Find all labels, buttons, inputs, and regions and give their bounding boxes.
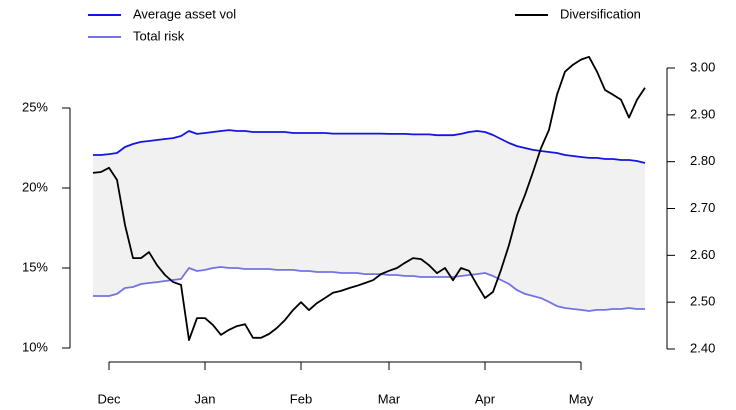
y-tick-label: 25% <box>22 99 48 114</box>
y-tick-label: 20% <box>22 179 48 194</box>
x-tick-label: May <box>569 391 594 406</box>
series-line <box>93 129 646 164</box>
y2-tick-label: 2.60 <box>690 247 715 262</box>
series-line <box>93 266 645 312</box>
legend-label: Total risk <box>133 28 185 43</box>
y-tick-label: 10% <box>22 339 48 354</box>
legend-label: Average asset vol <box>133 6 236 21</box>
legend-label: Diversification <box>560 6 641 21</box>
y2-tick-label: 2.90 <box>690 106 715 121</box>
x-tick-label: Apr <box>475 391 496 406</box>
spread-area <box>93 130 645 312</box>
y2-tick-label: 2.40 <box>690 340 715 355</box>
series-line <box>92 55 646 341</box>
x-tick-label: Feb <box>290 391 312 406</box>
x-tick-label: Jan <box>195 391 216 406</box>
x-tick-label: Mar <box>378 391 401 406</box>
y2-tick-label: 2.70 <box>690 200 715 215</box>
y2-tick-label: 2.50 <box>690 294 715 309</box>
x-tick-label: Dec <box>97 391 121 406</box>
y-tick-label: 15% <box>22 259 48 274</box>
y2-tick-label: 2.80 <box>690 153 715 168</box>
y2-tick-label: 3.00 <box>690 59 715 74</box>
